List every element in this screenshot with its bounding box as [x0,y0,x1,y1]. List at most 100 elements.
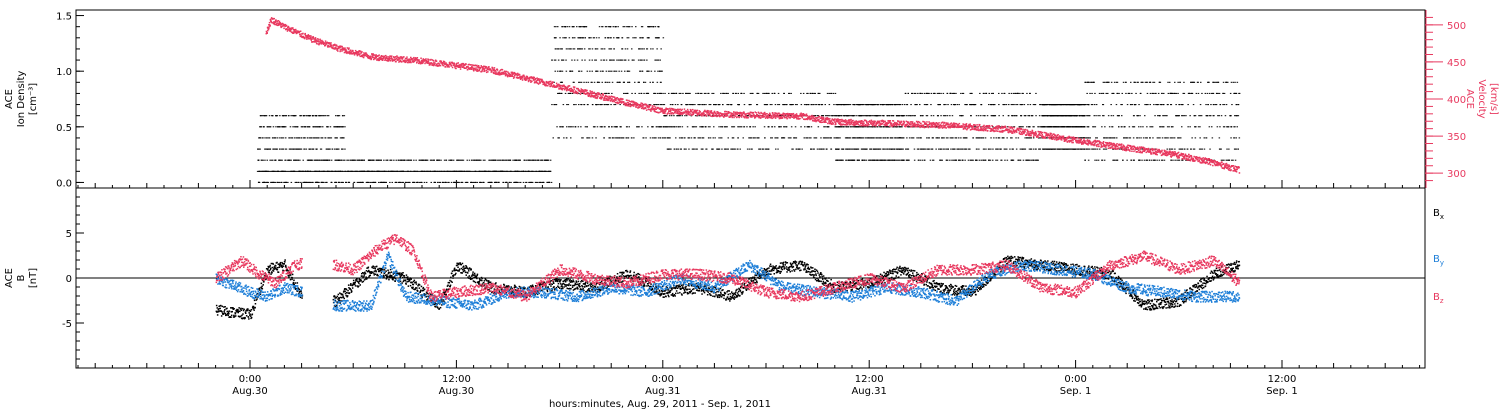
density-point [350,159,352,161]
density-point [1063,148,1065,150]
density-point [606,104,609,106]
density-point [648,26,650,28]
density-point [583,26,585,28]
density-point [932,115,935,117]
density-point [317,126,320,128]
density-point [864,115,866,117]
density-point [551,59,553,61]
density-point [655,126,658,128]
density-point [444,181,447,183]
density-point [853,126,856,128]
density-point [1133,126,1136,128]
density-point [606,104,608,106]
density-point [1182,159,1184,161]
density-point [565,37,567,39]
density-point [694,104,696,106]
density-point [884,126,886,128]
density-point [1073,104,1076,106]
density-point [784,126,786,128]
density-point [577,126,580,128]
density-point [1128,92,1131,94]
density-point [908,126,911,128]
density-point [426,159,428,161]
density-point [856,148,859,150]
density-point [376,159,378,161]
density-point [695,92,697,94]
density-point [294,115,296,117]
density-point [1128,137,1130,139]
density-point [1044,104,1046,106]
density-point [849,104,852,106]
density-point [632,37,634,39]
density-point [1218,92,1221,94]
density-point [1093,126,1095,128]
density-point [711,92,713,94]
density-point [335,115,337,117]
density-point [946,159,949,161]
density-point [951,115,954,117]
density-point [810,137,812,139]
density-point [1149,92,1152,94]
density-point [279,137,281,139]
density-point [598,104,600,106]
velocity-point [272,22,274,24]
density-point [1107,81,1110,83]
density-point [623,59,626,61]
density-point [869,126,871,128]
density-point [461,159,464,161]
density-point [702,137,704,139]
density-point [318,115,320,117]
density-point [1066,115,1069,117]
density-point [604,26,607,28]
density-point [1135,92,1137,94]
density-point [455,181,457,183]
density-point [1112,92,1114,94]
density-point [790,92,792,94]
density-point [1056,126,1058,128]
density-point [297,148,299,150]
density-point [1022,148,1025,150]
density-point [945,115,947,117]
density-point [813,148,815,150]
density-point [556,48,559,50]
density-point [1219,126,1221,128]
density-point [1111,126,1113,128]
density-point [560,48,562,50]
density-point [627,37,630,39]
density-point [913,159,916,161]
density-point [1042,115,1044,117]
density-point [1086,104,1089,106]
density-point [917,137,920,139]
density-point [499,159,501,161]
density-point [316,181,319,183]
density-point [570,126,573,128]
density-point [952,148,954,150]
density-point [1194,137,1197,139]
density-point [412,181,414,183]
density-point [990,148,992,150]
density-point [598,26,601,28]
density-point [941,159,943,161]
density-point [297,137,300,139]
density-point [891,159,894,161]
density-point [982,159,984,161]
density-point [1065,115,1068,117]
density-point [1139,115,1141,117]
density-point [991,115,993,117]
density-point [873,148,876,150]
density-point [560,92,563,94]
density-point [1087,137,1089,139]
density-point [1157,92,1160,94]
density-point [1116,81,1119,83]
density-point [565,48,568,50]
velocity-point [288,28,290,30]
density-point [1046,148,1048,150]
density-point [1177,81,1179,83]
density-point [595,48,597,50]
density-point [314,137,317,139]
density-point [748,137,750,139]
density-point [973,126,976,128]
density-point [682,92,684,94]
